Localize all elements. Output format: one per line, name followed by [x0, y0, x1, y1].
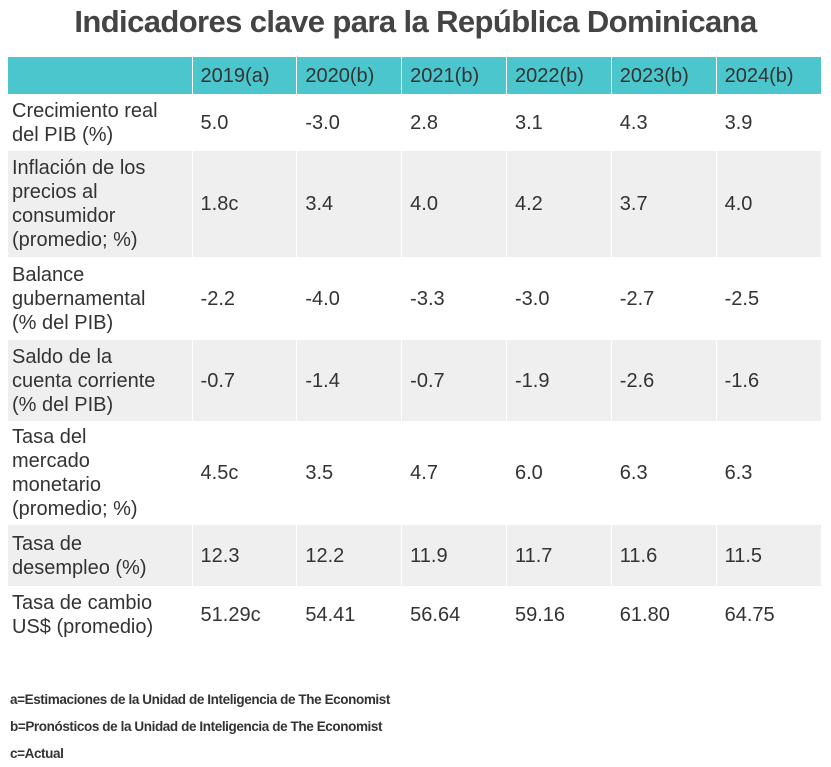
row-label: Balance gubernamental (% del PIB) — [8, 257, 193, 340]
table-cell: 56.64 — [401, 586, 507, 643]
table-cell: -2.7 — [610, 257, 717, 340]
table-cell: 3.9 — [715, 94, 821, 151]
table-cell: 11.7 — [505, 524, 612, 587]
table-cell: -3.0 — [296, 94, 402, 151]
table-row: Tasa del mercado monetario (promedio; %)… — [8, 421, 821, 525]
table-cell: 3.7 — [610, 150, 717, 258]
table-cell: -1.4 — [296, 339, 402, 422]
footnote: b=Pronósticos de la Unidad de Inteligenc… — [10, 719, 383, 734]
table-cell: 64.75 — [715, 586, 821, 643]
table-cell: 4.5c — [191, 421, 297, 525]
column-header: 2020(b) — [296, 57, 402, 95]
table-cell: 4.7 — [401, 421, 507, 525]
column-header: 2024(b) — [715, 57, 821, 95]
table-row: Crecimiento real del PIB (%) 5.0 -3.0 2.8 3.… — [8, 94, 821, 151]
table-cell: 1.8c — [191, 150, 297, 258]
table-cell: 6.3 — [610, 421, 717, 525]
row-label: Tasa del mercado monetario (promedio; %) — [8, 421, 193, 525]
column-header: 2022(b) — [505, 57, 612, 95]
table-cell: -3.0 — [505, 257, 612, 340]
table-cell: 54.41 — [296, 586, 402, 643]
row-label: Tasa de desempleo (%) — [8, 524, 193, 587]
column-header: 2023(b) — [610, 57, 717, 95]
table-cell: 2.8 — [401, 94, 507, 151]
table-cell: 12.2 — [296, 524, 402, 587]
table-cell: -2.2 — [191, 257, 297, 340]
table-cell: -1.9 — [505, 339, 612, 422]
table-row: Tasa de cambio US$ (promedio) 51.29c 54.41… — [8, 586, 821, 643]
column-header: 2019(a) — [191, 57, 297, 95]
table-row: Saldo de la cuenta corriente (% del PIB)… — [8, 339, 821, 422]
table-cell: 5.0 — [191, 94, 297, 151]
page-title: Indicadores clave para la República Domi… — [74, 4, 757, 39]
indicators-table: 2019(a) 2020(b) 2021(b) 2022(b) 2023(b) 2024(… — [8, 57, 821, 643]
table-row: Inflación de los precios al consumidor (… — [8, 150, 821, 258]
table-cell: 3.5 — [296, 421, 402, 525]
row-label: Saldo de la cuenta corriente (% del PIB) — [8, 339, 193, 422]
footnote: c=Actual — [10, 746, 64, 761]
table-row: Balance gubernamental (% del PIB) -2.2 -4.… — [8, 257, 821, 340]
row-label: Crecimiento real del PIB (%) — [8, 94, 193, 151]
table-cell: 4.0 — [401, 150, 507, 258]
table-cell: 4.2 — [505, 150, 612, 258]
table-cell: 3.4 — [296, 150, 402, 258]
table-cell: -1.6 — [715, 339, 821, 422]
table-cell: 51.29c — [191, 586, 297, 643]
footnotes: a=Estimaciones de la Unidad de Inteligen… — [10, 686, 390, 767]
table-cell: 3.1 — [505, 94, 612, 151]
table-cell: 11.5 — [715, 524, 821, 587]
table-row: Tasa de desempleo (%) 12.3 12.2 11.9 11.7 11.… — [8, 524, 821, 587]
table-cell: 11.6 — [610, 524, 717, 587]
row-label: Inflación de los precios al consumidor (… — [8, 150, 193, 258]
table-cell: 61.80 — [610, 586, 717, 643]
table-cell: 6.0 — [505, 421, 612, 525]
table-cell: -4.0 — [296, 257, 402, 340]
table-cell: 4.3 — [610, 94, 717, 151]
header-row: 2019(a) 2020(b) 2021(b) 2022(b) 2023(b) 2024(… — [8, 57, 821, 95]
footnote: a=Estimaciones de la Unidad de Inteligen… — [10, 692, 390, 707]
table-cell: 12.3 — [191, 524, 297, 587]
row-label: Tasa de cambio US$ (promedio) — [8, 586, 193, 643]
table-cell: 4.0 — [715, 150, 821, 258]
table-cell: -3.3 — [401, 257, 507, 340]
table-cell: -2.6 — [610, 339, 717, 422]
table-cell: 59.16 — [505, 586, 612, 643]
column-header: 2021(b) — [401, 57, 507, 95]
header-corner — [8, 57, 193, 95]
table-cell: -0.7 — [191, 339, 297, 422]
table-cell: 6.3 — [715, 421, 821, 525]
table-cell: -0.7 — [401, 339, 507, 422]
table-cell: -2.5 — [715, 257, 821, 340]
table-cell: 11.9 — [401, 524, 507, 587]
